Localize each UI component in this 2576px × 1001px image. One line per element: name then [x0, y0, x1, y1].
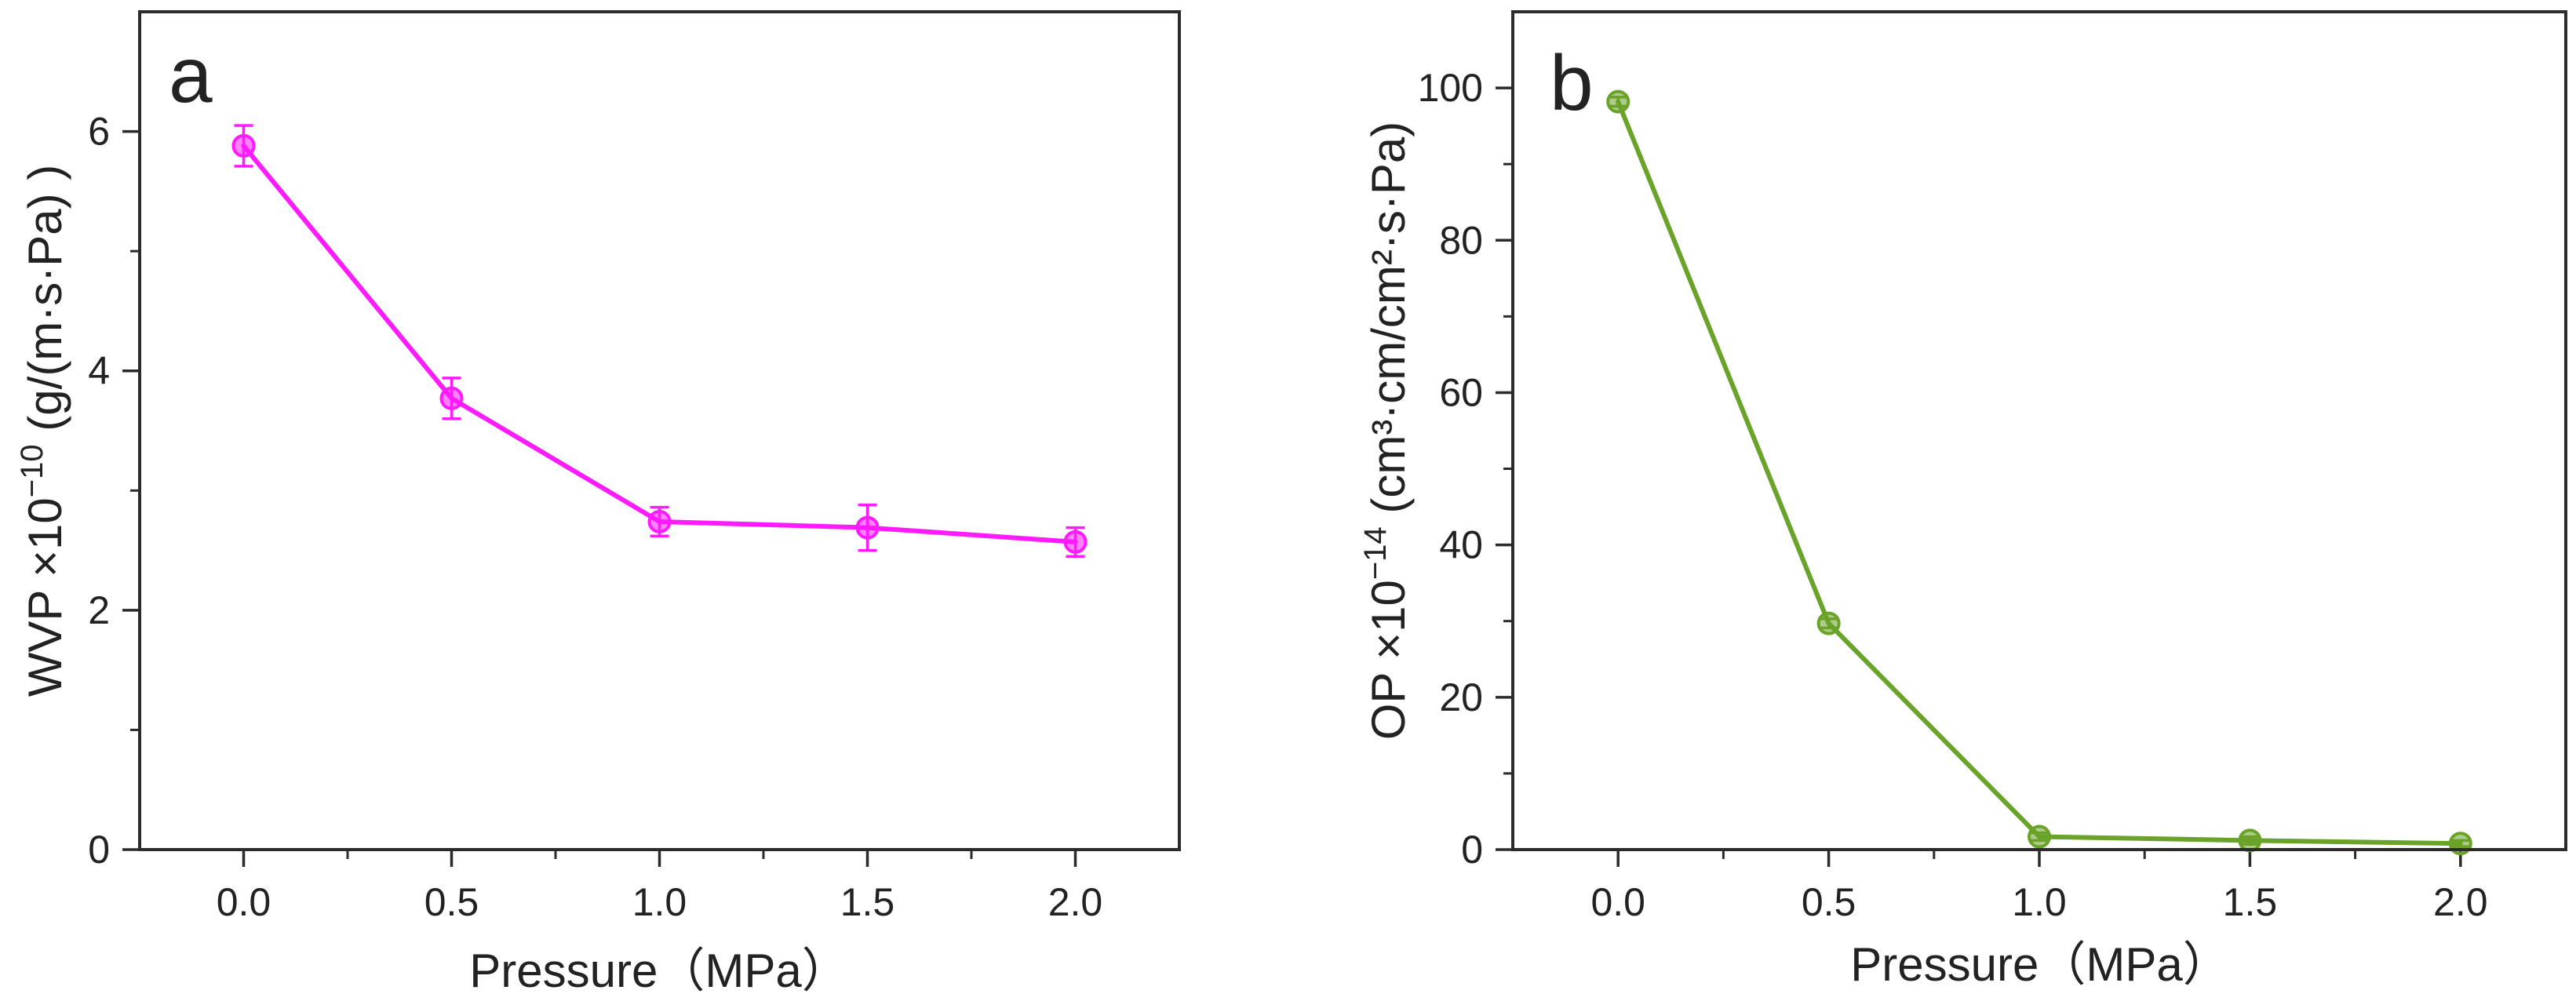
ticks-b	[1496, 86, 2462, 867]
y-tick-label-a: 2	[88, 588, 110, 632]
data-point-a	[231, 133, 256, 158]
x-tick-label-b: 0.0	[1590, 880, 1645, 924]
data-point-b	[1606, 89, 1630, 114]
series-lines-a	[241, 143, 1078, 544]
y-tick-label-b: 60	[1439, 370, 1483, 414]
panel-label-a: a	[169, 31, 213, 119]
x-tick-label-b: 1.0	[2012, 880, 2067, 924]
x-tick-label-a: 0.0	[217, 880, 271, 924]
y-tick-label-b: 100	[1418, 66, 1483, 110]
y-axis-title-a-units: (g/(m·s·Pa) )	[19, 165, 71, 445]
chart-panel-b: 0.0 0.5 1.0 1.5 2.0 0 20 40 60 80 100 b Pressure（M…	[1358, 10, 2567, 991]
y-tick-label-a: 6	[88, 110, 110, 154]
y-axis-title-a-base: WVP ×10	[19, 497, 71, 697]
x-tick-label-b: 1.5	[2223, 880, 2278, 924]
tick-labels-b: 0.0 0.5 1.0 1.5 2.0 0 20 40 60 80 100	[1418, 66, 2488, 924]
x-tick-label-a: 1.0	[632, 880, 687, 924]
markers-a	[231, 133, 1088, 554]
x-tick-label-b: 0.5	[1802, 880, 1856, 924]
series-lines-b	[1616, 99, 2463, 846]
data-point-b	[1816, 611, 1841, 635]
plot-frame-a	[138, 10, 1181, 851]
error-bars-b	[1609, 95, 2470, 848]
y-axis-title-a-exponent: −10	[15, 444, 49, 497]
x-tick-label-a: 2.0	[1048, 880, 1103, 924]
x-tick-label-a: 1.5	[840, 880, 895, 924]
y-tick-label-b: 20	[1439, 675, 1483, 719]
data-point-b	[2028, 824, 2051, 849]
data-point-a	[439, 386, 464, 410]
data-point-a	[855, 515, 880, 540]
y-tick-label-a: 4	[88, 349, 110, 393]
chart-panel-a: 0.0 0.5 1.0 1.5 2.0 0 2 4 6 a Pressure（MPa） WVP …	[15, 10, 1181, 997]
y-tick-label-a: 0	[88, 828, 110, 872]
error-bars-a	[234, 124, 1085, 558]
data-point-a	[1063, 530, 1088, 554]
x-tick-label-a: 0.5	[424, 880, 479, 924]
y-axis-title-b-exponent: −14	[1358, 526, 1393, 580]
data-point-a	[647, 509, 672, 533]
y-axis-title-a: WVP ×10−10 (g/(m·s·Pa) )	[15, 165, 71, 697]
y-tick-label-b: 40	[1439, 523, 1483, 567]
x-axis-title-a: Pressure（MPa）	[469, 945, 848, 997]
panel-label-b: b	[1550, 39, 1594, 127]
y-axis-title-b-base: OP ×10	[1362, 580, 1415, 740]
x-axis-title-b: Pressure（MPa）	[1850, 938, 2229, 991]
markers-b	[1606, 89, 2472, 856]
plot-frame-b	[1511, 10, 2567, 851]
series-line-a	[241, 143, 1078, 544]
tick-labels-a: 0.0 0.5 1.0 1.5 2.0 0 2 4 6	[88, 110, 1102, 924]
data-point-b	[2238, 828, 2262, 853]
x-tick-label-b: 2.0	[2433, 880, 2488, 924]
y-axis-title-b: OP ×10−14 (cm³·cm/cm²·s·Pa)	[1358, 122, 1415, 740]
ticks-a	[122, 129, 1077, 867]
y-tick-label-b: 0	[1461, 828, 1483, 872]
y-axis-title-b-units: (cm³·cm/cm²·s·Pa)	[1362, 122, 1415, 527]
minor-ticks-a	[130, 249, 973, 859]
series-line-b	[1616, 99, 2463, 846]
y-tick-label-b: 80	[1439, 218, 1483, 262]
minor-ticks-b	[1503, 162, 2357, 859]
